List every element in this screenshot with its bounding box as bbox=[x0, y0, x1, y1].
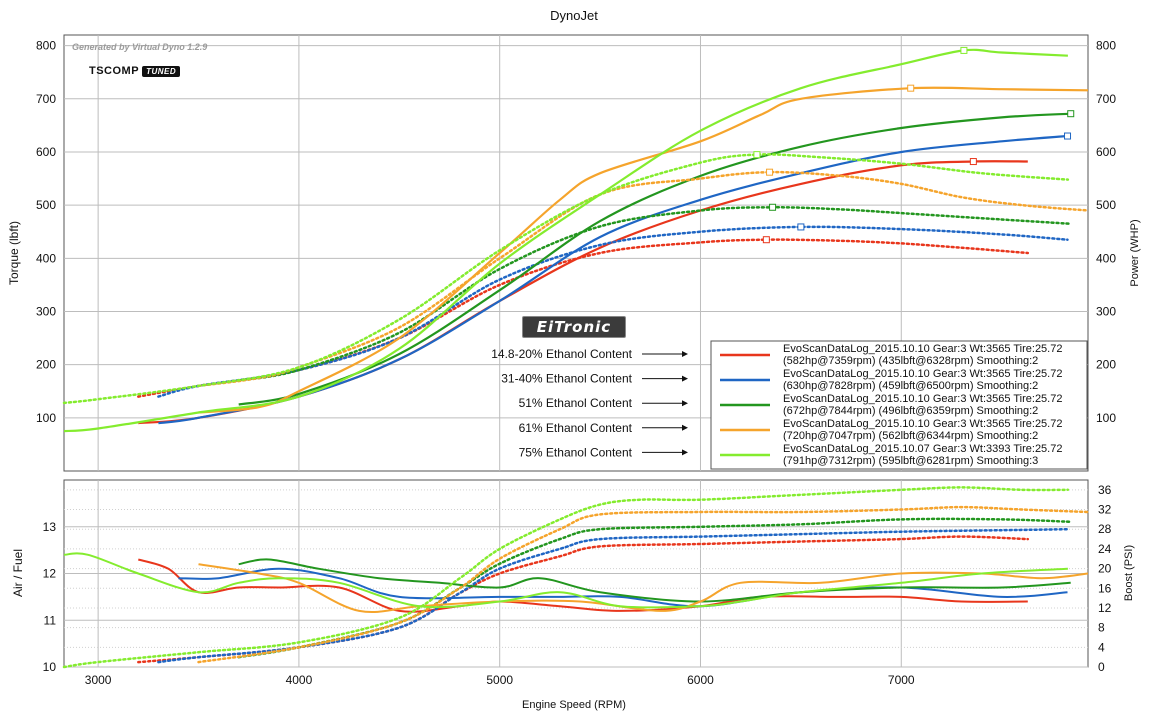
ethanol-annotation-label: 51% Ethanol Content bbox=[519, 396, 633, 410]
torque-peak-marker bbox=[769, 203, 777, 211]
power-tick-label: 600 bbox=[1096, 145, 1116, 159]
torque-tick-label: 700 bbox=[36, 92, 56, 106]
power-peak-marker bbox=[907, 84, 915, 92]
torque-peak-marker bbox=[753, 151, 761, 159]
power-tick-label: 800 bbox=[1096, 39, 1116, 53]
power-tick-label: 700 bbox=[1096, 92, 1116, 106]
torque-line bbox=[62, 153, 1070, 405]
afr-line bbox=[63, 552, 1068, 609]
power-tick-label: 200 bbox=[1096, 358, 1116, 372]
annotation-arrowhead bbox=[682, 400, 688, 407]
legend-label-line2: (630hp@7828rpm) (459lbft@6500rpm) Smooth… bbox=[783, 380, 1038, 392]
boost-tick-label: 0 bbox=[1098, 660, 1105, 674]
boost-tick-label: 32 bbox=[1098, 503, 1112, 517]
afr-boost-series bbox=[62, 486, 1090, 669]
eitronic-logo: EiTronic bbox=[522, 316, 626, 338]
afr-line bbox=[238, 558, 1071, 603]
power-tick-label: 300 bbox=[1096, 304, 1116, 318]
power-tick-label: 100 bbox=[1096, 411, 1116, 425]
afr-tick-label: 10 bbox=[43, 660, 57, 674]
annotation-arrowhead bbox=[682, 375, 688, 382]
legend-label-line2: (791hp@7312rpm) (595lbft@6281rpm) Smooth… bbox=[783, 455, 1038, 467]
boost-tick-label: 20 bbox=[1098, 562, 1112, 576]
tuned-badge: TUNED bbox=[142, 65, 181, 77]
power-peak-marker bbox=[1064, 132, 1072, 140]
power-axis-label: Power (WHP) bbox=[1129, 219, 1141, 286]
boost-tick-label: 28 bbox=[1098, 522, 1112, 536]
tscomp-logo: TSCOMP TUNED bbox=[89, 65, 181, 77]
ethanol-annotation-label: 61% Ethanol Content bbox=[519, 421, 633, 435]
power-line bbox=[238, 112, 1071, 406]
ethanol-annotations: 14.8-20% Ethanol Content 31-40% Ethanol C… bbox=[491, 347, 688, 459]
chart-title: DynoJet bbox=[550, 8, 598, 23]
torque-tick-label: 800 bbox=[36, 39, 56, 53]
boost-axis-label: Boost (PSI) bbox=[1123, 545, 1135, 601]
torque-peak-marker bbox=[797, 223, 805, 231]
boost-tick-label: 4 bbox=[1098, 640, 1105, 654]
rpm-tick-label: 4000 bbox=[286, 673, 313, 687]
afr-axis-label: Air / Fuel bbox=[11, 549, 25, 597]
afr-tick-label: 13 bbox=[43, 520, 57, 534]
torque-tick-label: 400 bbox=[36, 251, 56, 265]
legend-label-line2: (672hp@7844rpm) (496lbft@6359rpm) Smooth… bbox=[783, 405, 1038, 417]
boost-tick-label: 24 bbox=[1098, 542, 1112, 556]
legend-label-line2: (720hp@7047rpm) (562lbft@6344rpm) Smooth… bbox=[783, 430, 1038, 442]
legend-label-line1: EvoScanDataLog_2015.10.07 Gear:3 Wt:3393… bbox=[783, 443, 1062, 455]
afr-axis-ticks: 3000 4000 5000 6000 7000 0 4 8 12 16 20 24 28 32 36 10 1… bbox=[43, 483, 1112, 687]
torque-power-series bbox=[62, 46, 1090, 433]
boost-line bbox=[62, 486, 1070, 669]
torque-tick-label: 600 bbox=[36, 145, 56, 159]
torque-peak-marker bbox=[762, 236, 770, 244]
boost-tick-label: 8 bbox=[1098, 621, 1105, 635]
boost-tick-label: 16 bbox=[1098, 581, 1112, 595]
annotation-arrowhead bbox=[682, 449, 688, 456]
tscomp-logo-text: TSCOMP bbox=[89, 65, 140, 77]
rpm-tick-label: 5000 bbox=[486, 673, 513, 687]
torque-tick-label: 100 bbox=[36, 411, 56, 425]
torque-axis-label: Torque (lbft) bbox=[7, 221, 21, 285]
ethanol-annotation-label: 14.8-20% Ethanol Content bbox=[491, 347, 632, 361]
power-peak-marker bbox=[1067, 110, 1075, 118]
power-peak-marker bbox=[969, 158, 977, 166]
legend-label-line2: (582hp@7359rpm) (435lbft@6328rpm) Smooth… bbox=[783, 355, 1038, 367]
torque-axis-ticks: 100 100 200 200 300 300 400 400 500 500 600 600 700 7… bbox=[36, 39, 1116, 425]
ethanol-annotation-label: 31-40% Ethanol Content bbox=[501, 372, 632, 386]
legend-label-line1: EvoScanDataLog_2015.10.10 Gear:3 Wt:3565… bbox=[783, 418, 1062, 430]
ethanol-annotation-label: 75% Ethanol Content bbox=[519, 445, 633, 459]
torque-line bbox=[237, 206, 1072, 382]
x-axis-label: Engine Speed (RPM) bbox=[522, 699, 626, 711]
power-tick-label: 400 bbox=[1096, 251, 1116, 265]
rpm-tick-label: 6000 bbox=[687, 673, 714, 687]
torque-tick-label: 500 bbox=[36, 198, 56, 212]
legend-label-line1: EvoScanDataLog_2015.10.10 Gear:3 Wt:3565… bbox=[783, 368, 1062, 380]
torque-tick-label: 300 bbox=[36, 304, 56, 318]
boost-line bbox=[197, 505, 1090, 664]
torque-peak-marker bbox=[766, 168, 774, 176]
legend-label-line1: EvoScanDataLog_2015.10.10 Gear:3 Wt:3565… bbox=[783, 343, 1062, 355]
generated-by-text: Generated by Virtual Dyno 1.2.9 bbox=[72, 42, 208, 52]
boost-tick-label: 12 bbox=[1098, 601, 1112, 615]
afr-line bbox=[198, 563, 1089, 614]
power-peak-marker bbox=[960, 46, 968, 54]
annotation-arrowhead bbox=[682, 351, 688, 357]
rpm-tick-label: 3000 bbox=[85, 673, 112, 687]
legend-label-line1: EvoScanDataLog_2015.10.10 Gear:3 Wt:3565… bbox=[783, 393, 1062, 405]
legend-box bbox=[710, 340, 1088, 470]
afr-tick-label: 11 bbox=[44, 613, 57, 627]
boost-tick-label: 36 bbox=[1098, 483, 1112, 497]
annotation-arrowhead bbox=[682, 424, 688, 431]
afr-tick-label: 12 bbox=[43, 567, 57, 581]
torque-tick-label: 200 bbox=[36, 358, 56, 372]
legend: EvoScanDataLog_2015.10.10 Gear:3 Wt:3565… bbox=[710, 340, 1088, 470]
power-tick-label: 500 bbox=[1096, 198, 1116, 212]
power-line bbox=[63, 48, 1068, 433]
rpm-tick-label: 7000 bbox=[888, 673, 915, 687]
